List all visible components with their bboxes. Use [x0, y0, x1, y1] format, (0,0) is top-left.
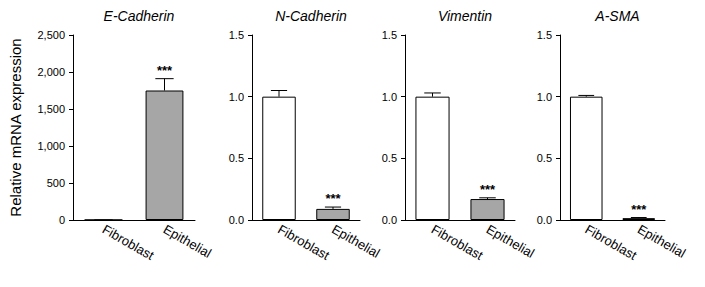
- svg-text:0.5: 0.5: [537, 152, 552, 164]
- svg-text:N-Cadherin: N-Cadherin: [275, 8, 347, 24]
- svg-text:A-SMA: A-SMA: [594, 8, 639, 24]
- svg-text:Vimentin: Vimentin: [438, 8, 492, 24]
- svg-text:***: ***: [157, 63, 173, 78]
- svg-text:Epithelial: Epithelial: [329, 222, 382, 261]
- svg-text:0.0: 0.0: [382, 214, 397, 226]
- svg-text:0.0: 0.0: [229, 214, 244, 226]
- svg-text:1.0: 1.0: [537, 91, 552, 103]
- svg-text:1.5: 1.5: [229, 29, 244, 41]
- svg-text:E-Cadherin: E-Cadherin: [104, 8, 175, 24]
- svg-text:0.0: 0.0: [537, 214, 552, 226]
- svg-text:***: ***: [631, 202, 647, 217]
- svg-text:0.5: 0.5: [229, 152, 244, 164]
- svg-text:0: 0: [59, 214, 65, 226]
- svg-text:Epithelial: Epithelial: [484, 222, 537, 261]
- svg-text:Fibroblast: Fibroblast: [429, 222, 486, 264]
- svg-text:1.0: 1.0: [382, 91, 397, 103]
- svg-text:2,500: 2,500: [37, 29, 65, 41]
- svg-text:Relative mRNA expression: Relative mRNA expression: [7, 38, 24, 216]
- svg-text:***: ***: [480, 182, 496, 197]
- svg-text:Fibroblast: Fibroblast: [100, 222, 157, 264]
- svg-text:0.5: 0.5: [382, 152, 397, 164]
- svg-text:500: 500: [47, 177, 65, 189]
- svg-text:1.5: 1.5: [382, 29, 397, 41]
- svg-text:1,500: 1,500: [37, 103, 65, 115]
- svg-text:***: ***: [325, 191, 341, 206]
- svg-text:Fibroblast: Fibroblast: [275, 222, 332, 264]
- svg-text:2,000: 2,000: [37, 66, 65, 78]
- svg-text:Epithelial: Epithelial: [635, 222, 688, 261]
- svg-text:1,000: 1,000: [37, 140, 65, 152]
- svg-text:1.0: 1.0: [229, 91, 244, 103]
- svg-text:Fibroblast: Fibroblast: [582, 222, 639, 264]
- svg-text:1.5: 1.5: [537, 29, 552, 41]
- svg-text:Epithelial: Epithelial: [161, 222, 214, 261]
